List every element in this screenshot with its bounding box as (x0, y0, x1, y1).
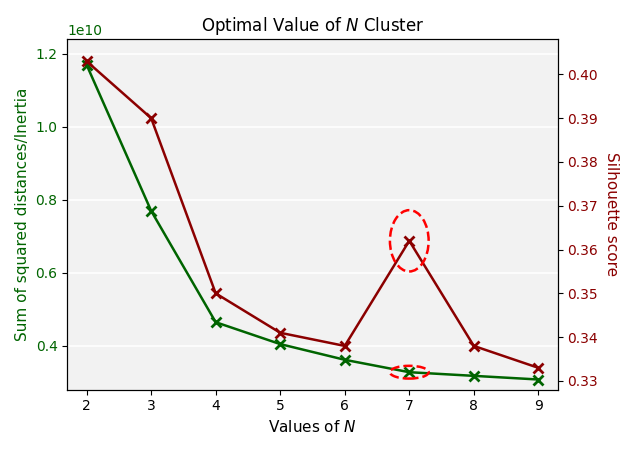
Y-axis label: Sum of squared distances/Inertia: Sum of squared distances/Inertia (15, 88, 30, 341)
Y-axis label: Silhouette score: Silhouette score (604, 153, 619, 277)
Title: Optimal Value of $N$ Cluster: Optimal Value of $N$ Cluster (201, 15, 424, 37)
X-axis label: Values of $N$: Values of $N$ (268, 419, 357, 435)
